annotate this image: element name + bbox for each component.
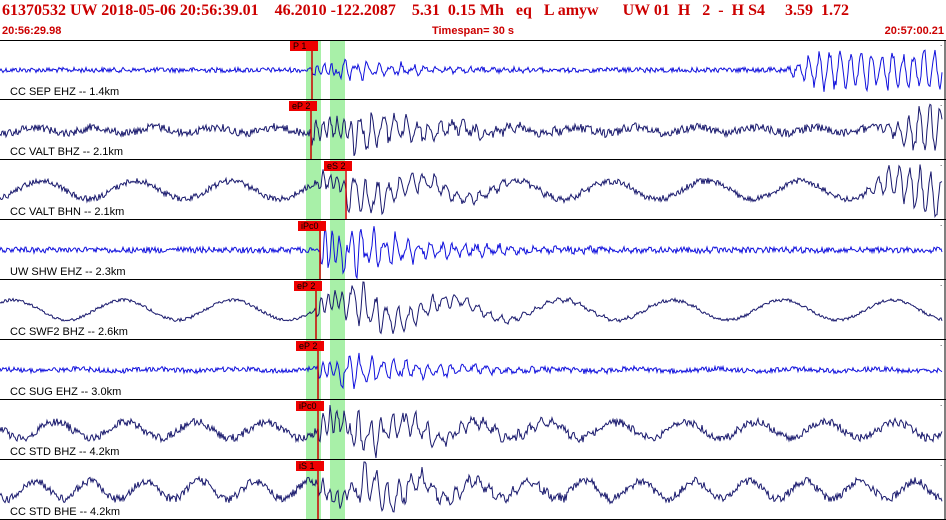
pick-label-box: [296, 461, 324, 471]
pick-marker[interactable]: eS 2: [324, 161, 352, 220]
scale-mark: ·: [940, 162, 942, 170]
pick-marker[interactable]: eP 2: [294, 281, 322, 340]
pick-label: iPc0: [301, 221, 319, 231]
station-label: CC VALT BHN -- 2.1km: [10, 206, 124, 218]
pick-marker[interactable]: eP 2: [289, 101, 317, 160]
scale-mark: ·: [940, 342, 942, 350]
trace-2[interactable]: eP 2 CC VALT BHZ -- 2.1km ·: [0, 101, 946, 160]
trace-7[interactable]: iPc0 CC STD BHZ -- 4.2km ·: [0, 401, 946, 460]
station-label: CC VALT BHZ -- 2.1km: [10, 146, 123, 158]
scale-mark: ·: [940, 102, 942, 110]
scale-mark: ·: [940, 462, 942, 470]
station-label: CC SWF2 BHZ -- 2.6km: [10, 326, 128, 338]
waveform: [0, 164, 943, 219]
pick-label: iPc0: [299, 401, 317, 411]
pick-marker[interactable]: iPc0: [298, 221, 326, 280]
pick-label-box: [296, 341, 324, 351]
pick-label: iS 1: [299, 461, 315, 471]
station-label: CC SUG EHZ -- 3.0km: [10, 386, 121, 398]
header: 61370532 UW 2018-05-06 20:56:39.01 46.20…: [0, 0, 946, 40]
trace-8[interactable]: iS 1 CC STD BHE -- 4.2km ·: [0, 461, 946, 520]
trace-4[interactable]: iPc0 UW SHW EHZ -- 2.3km ·: [0, 221, 946, 280]
scale-mark: ·: [940, 42, 942, 50]
waveform: [0, 225, 943, 280]
scale-mark: ·: [940, 282, 942, 290]
pick-label-box: [298, 221, 326, 231]
pick-label: P 1: [293, 41, 306, 51]
scale-mark: ·: [940, 402, 942, 410]
pick-label-box: [289, 101, 317, 111]
pick-label-box: [296, 401, 324, 411]
waveform: [0, 461, 943, 513]
seismogram-panel[interactable]: P 1 CC SEP EHZ -- 1.4km · eP 2 CC VALT BHZ -…: [0, 40, 946, 520]
pick-label-box: [290, 41, 318, 51]
waveform: [0, 49, 943, 93]
event-title: 61370532 UW 2018-05-06 20:56:39.01 46.20…: [2, 2, 849, 19]
timespan: Timespan= 30 s: [431, 25, 515, 37]
pick-marker[interactable]: P 1: [290, 41, 318, 100]
trace-5[interactable]: eP 2 CC SWF2 BHZ -- 2.6km ·: [0, 281, 946, 340]
start-time: 20:56:29.98: [2, 25, 62, 37]
pick-marker[interactable]: iS 1: [296, 461, 324, 520]
trace-1[interactable]: P 1 CC SEP EHZ -- 1.4km ·: [0, 41, 946, 100]
pick-marker[interactable]: eP 2: [296, 341, 324, 400]
station-label: CC STD BHE -- 4.2km: [10, 506, 120, 518]
waveform: [0, 352, 943, 390]
waveform: [0, 103, 943, 157]
station-label: CC STD BHZ -- 4.2km: [10, 446, 119, 458]
station-label: UW SHW EHZ -- 2.3km: [10, 266, 126, 278]
station-label: CC SEP EHZ -- 1.4km: [10, 86, 119, 98]
waveform: [0, 281, 943, 335]
pick-label-box: [294, 281, 322, 291]
waveform: [0, 404, 943, 459]
pick-marker[interactable]: iPc0: [296, 401, 324, 460]
trace-3[interactable]: eS 2 CC VALT BHN -- 2.1km ·: [0, 161, 946, 220]
pick-label: eS 2: [327, 161, 346, 171]
scale-mark: ·: [940, 222, 942, 230]
pick-label: eP 2: [299, 341, 317, 351]
trace-6[interactable]: eP 2 CC SUG EHZ -- 3.0km ·: [0, 341, 946, 400]
pick-label-box: [324, 161, 352, 171]
pick-label: eP 2: [292, 101, 310, 111]
pick-label: eP 2: [297, 281, 315, 291]
end-time: 20:57:00.21: [884, 25, 944, 37]
